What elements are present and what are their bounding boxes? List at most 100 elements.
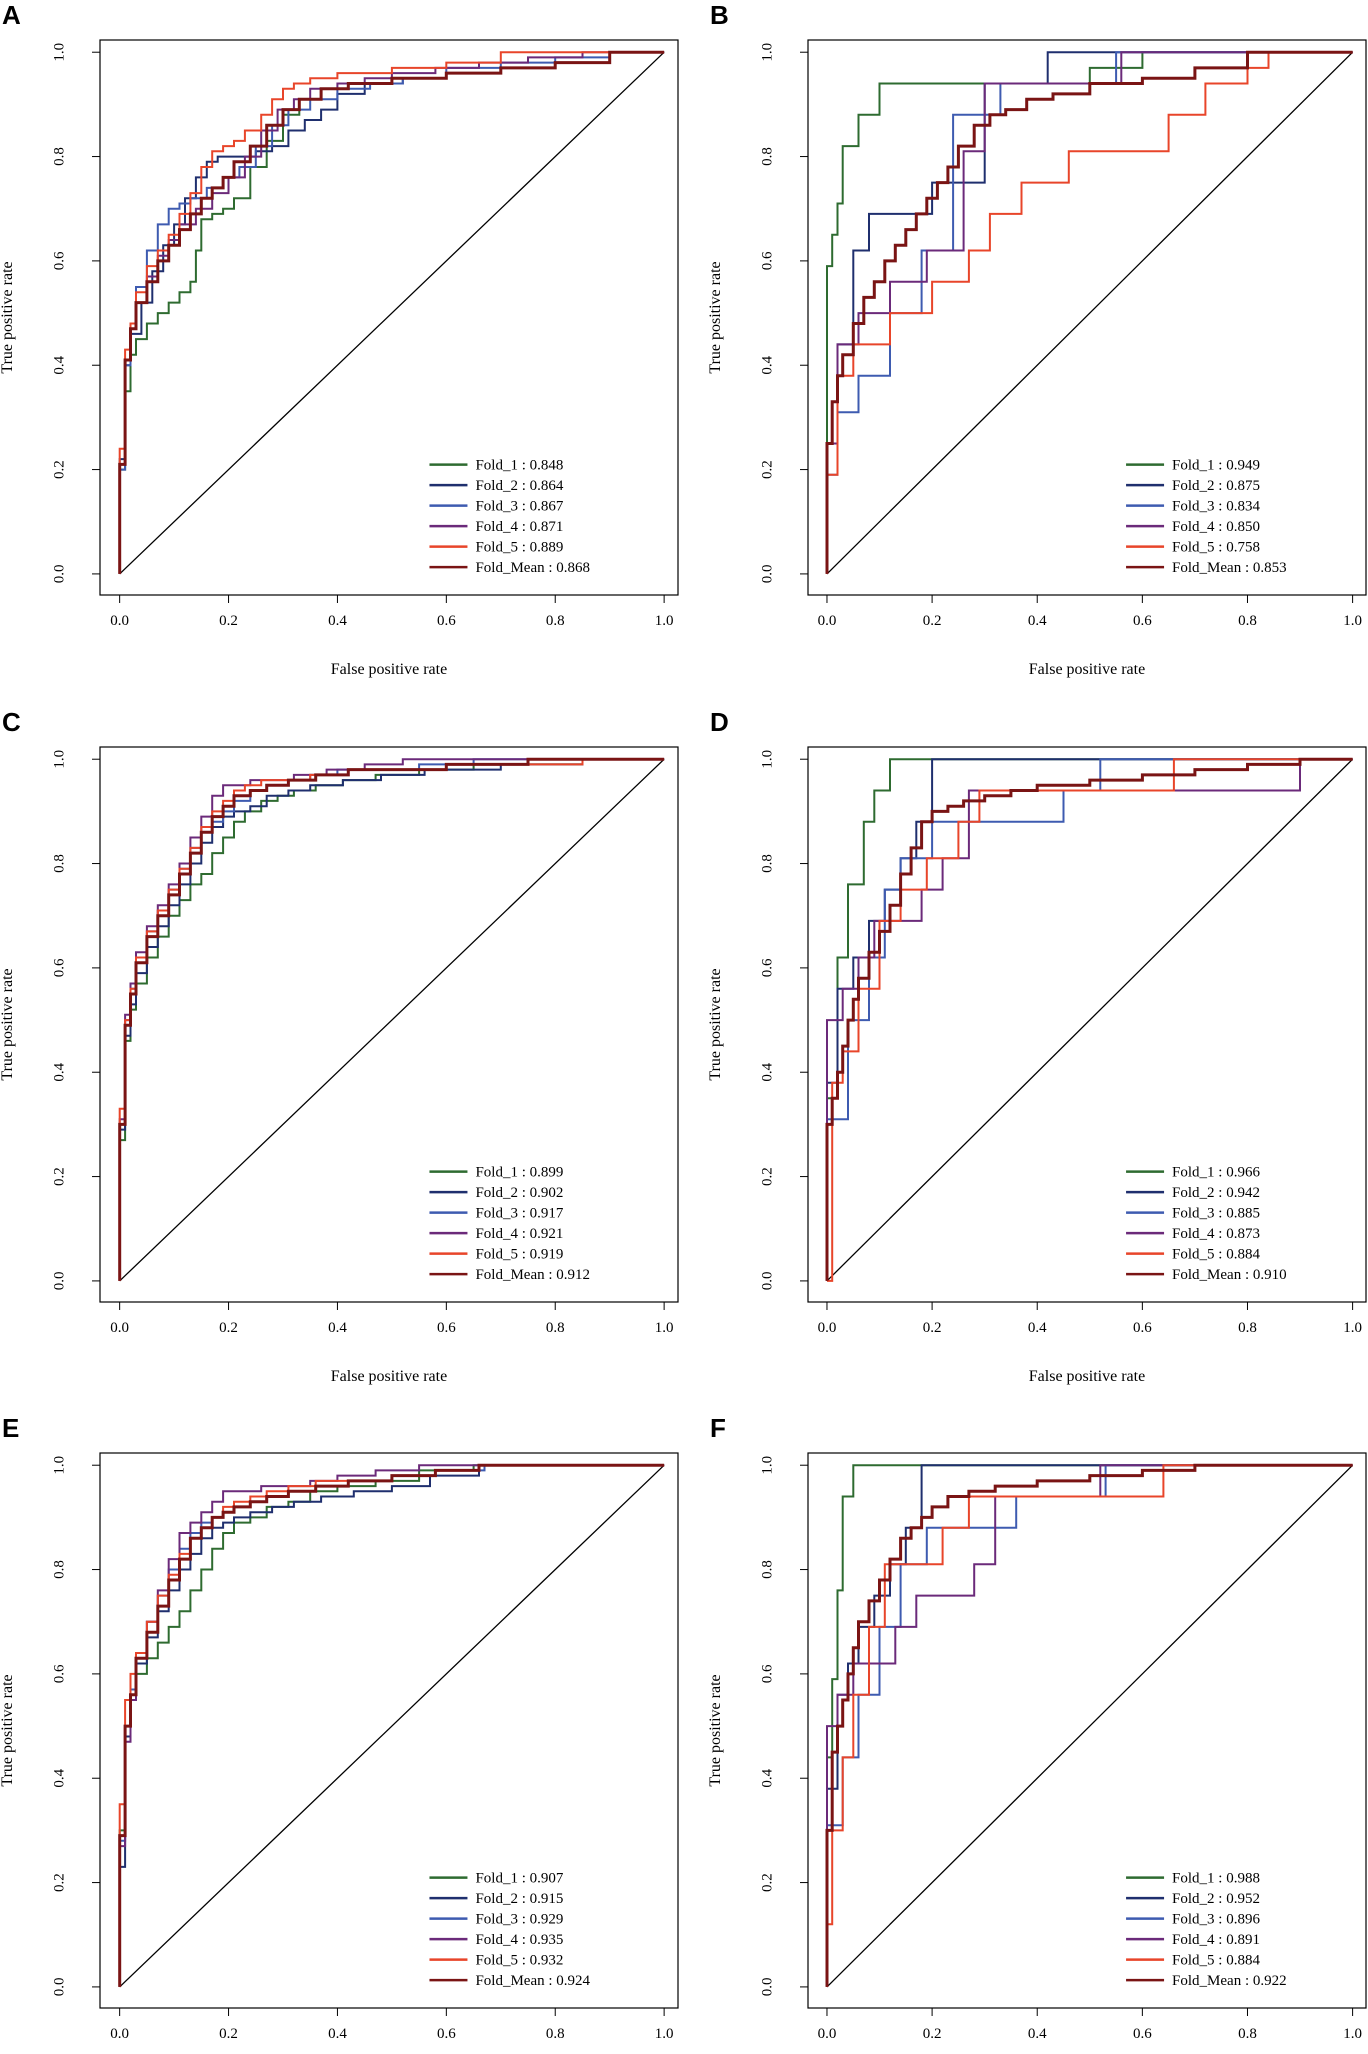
chance-diagonal (119, 758, 665, 1282)
x-tick-label: 1.0 (655, 1320, 674, 1336)
legend: Fold_1 : 0.848 Fold_2 : 0.864 Fold_3 : 0.8… (429, 458, 590, 576)
legend-label: Fold_Mean : 0.910 (1172, 1267, 1287, 1283)
legend-label: Fold_5 : 0.884 (1172, 1953, 1260, 1969)
roc-curve-fold-4 (118, 1464, 665, 1987)
x-tick-label: 0.6 (437, 1320, 456, 1336)
legend-label: Fold_3 : 0.896 (1172, 1912, 1260, 1928)
y-tick-label: 1.0 (51, 750, 67, 769)
y-tick-label: 1.0 (759, 43, 775, 62)
y-axis-label: True positive rate (707, 968, 724, 1080)
legend-label: Fold_3 : 0.885 (1172, 1206, 1260, 1222)
plot-frame (99, 39, 679, 596)
roc-panel-B: B 0.0 0.2 0.4 0.6 0.8 1.0 0.0 0.2 0.4 0.6 0.8 1.0 Fal… (707, 0, 1367, 678)
x-tick-label: 0.8 (546, 613, 565, 629)
x-tick-label: 0.0 (110, 2026, 129, 2042)
legend-label: Fold_1 : 0.966 (1172, 1165, 1260, 1181)
y-axis-label: True positive rate (0, 261, 16, 373)
x-axis-label: False positive rate (1029, 1368, 1145, 1385)
y-tick-label: 0.4 (51, 1768, 67, 1787)
legend-label: Fold_1 : 0.907 (475, 1871, 563, 1887)
x-tick-label: 1.0 (1343, 2026, 1362, 2042)
y-tick-label: 0.4 (759, 1062, 775, 1081)
roc-curve-fold-1 (826, 51, 1353, 574)
y-tick-label: 1.0 (51, 1456, 67, 1475)
legend-label: Fold_3 : 0.917 (475, 1206, 563, 1222)
x-tick-label: 0.8 (1238, 2026, 1257, 2042)
legend-label: Fold_4 : 0.891 (1172, 1932, 1260, 1948)
y-tick-label: 0.2 (51, 1167, 67, 1186)
legend-label: Fold_1 : 0.899 (475, 1165, 563, 1181)
y-tick-label: 0.0 (759, 1978, 775, 1997)
y-tick-label: 0.2 (759, 1873, 775, 1892)
y-tick-label: 0.2 (51, 1873, 67, 1892)
y-tick-label: 0.8 (759, 147, 775, 166)
y-tick-label: 0.4 (51, 355, 67, 374)
y-tick-label: 0.0 (51, 1978, 67, 1997)
legend-label: Fold_2 : 0.942 (1172, 1185, 1260, 1201)
legend: Fold_1 : 0.988 Fold_2 : 0.952 Fold_3 : 0.8… (1126, 1871, 1287, 1989)
y-tick-label: 0.0 (759, 565, 775, 584)
x-tick-label: 0.6 (1133, 2026, 1152, 2042)
y-tick-label: 1.0 (51, 43, 67, 62)
legend-label: Fold_4 : 0.873 (1172, 1226, 1260, 1242)
x-tick-label: 0.2 (219, 2026, 238, 2042)
y-tick-label: 0.8 (759, 854, 775, 873)
x-axis-label: False positive rate (331, 661, 447, 678)
legend-label: Fold_2 : 0.875 (1172, 478, 1260, 494)
y-tick-label: 0.0 (51, 1272, 67, 1291)
legend-label: Fold_4 : 0.935 (475, 1932, 563, 1948)
x-tick-label: 0.8 (1238, 1320, 1257, 1336)
panel-letter: B (710, 0, 729, 30)
legend-label: Fold_3 : 0.867 (475, 499, 563, 515)
x-tick-label: 0.0 (818, 1320, 837, 1336)
roc-curve-fold-mean (118, 50, 665, 574)
y-axis-label: True positive rate (0, 1674, 16, 1786)
y-tick-label: 0.8 (51, 147, 67, 166)
panel-letter: D (710, 707, 729, 737)
x-tick-label: 0.8 (546, 2026, 565, 2042)
panel-letter: F (710, 1413, 726, 1443)
x-tick-label: 0.4 (1028, 2026, 1047, 2042)
roc-curve-fold-mean (118, 1463, 665, 1987)
roc-curve-fold-mean (825, 50, 1353, 574)
legend-label: Fold_2 : 0.864 (475, 478, 563, 494)
legend-label: Fold_Mean : 0.868 (475, 560, 590, 576)
plot-frame (99, 746, 679, 1303)
x-tick-label: 0.4 (1028, 1320, 1047, 1336)
legend-label: Fold_5 : 0.932 (475, 1953, 563, 1969)
x-tick-label: 0.0 (110, 1320, 129, 1336)
roc-panel-A: A 0.0 0.2 0.4 0.6 0.8 1.0 0.0 0.2 0.4 0.6 0.8 1.0 Fal… (0, 0, 679, 678)
y-tick-label: 1.0 (759, 750, 775, 769)
x-tick-label: 0.0 (818, 2026, 837, 2042)
plot-frame (807, 39, 1367, 596)
roc-panel-C: C 0.0 0.2 0.4 0.6 0.8 1.0 0.0 0.2 0.4 0.6 0.8 1.0 Fal… (0, 707, 679, 1385)
legend-label: Fold_5 : 0.889 (475, 540, 563, 556)
x-tick-label: 1.0 (655, 613, 674, 629)
y-tick-label: 0.0 (51, 565, 67, 584)
plot-frame (807, 1452, 1367, 2009)
y-tick-label: 1.0 (759, 1456, 775, 1475)
y-tick-label: 0.4 (51, 1062, 67, 1081)
x-tick-label: 0.2 (219, 613, 238, 629)
legend-label: Fold_4 : 0.850 (1172, 519, 1260, 535)
y-tick-label: 0.6 (759, 1664, 775, 1683)
chance-diagonal (119, 51, 665, 575)
x-tick-label: 0.4 (328, 1320, 347, 1336)
legend-label: Fold_2 : 0.902 (475, 1185, 563, 1201)
panel-letter: A (2, 0, 21, 30)
y-tick-label: 0.2 (759, 1167, 775, 1186)
plot-frame (807, 746, 1367, 1303)
y-tick-label: 0.8 (51, 854, 67, 873)
roc-curve-fold-1 (826, 1464, 1353, 1987)
legend-label: Fold_4 : 0.921 (475, 1226, 563, 1242)
legend: Fold_1 : 0.949 Fold_2 : 0.875 Fold_3 : 0.8… (1126, 458, 1287, 576)
x-tick-label: 0.0 (818, 613, 837, 629)
x-tick-label: 1.0 (655, 2026, 674, 2042)
panel-letter: C (2, 707, 21, 737)
legend-label: Fold_1 : 0.949 (1172, 458, 1260, 474)
legend-label: Fold_3 : 0.834 (1172, 499, 1260, 515)
plot-frame (99, 1452, 679, 2009)
y-tick-label: 0.6 (759, 251, 775, 270)
x-tick-label: 0.2 (219, 1320, 238, 1336)
